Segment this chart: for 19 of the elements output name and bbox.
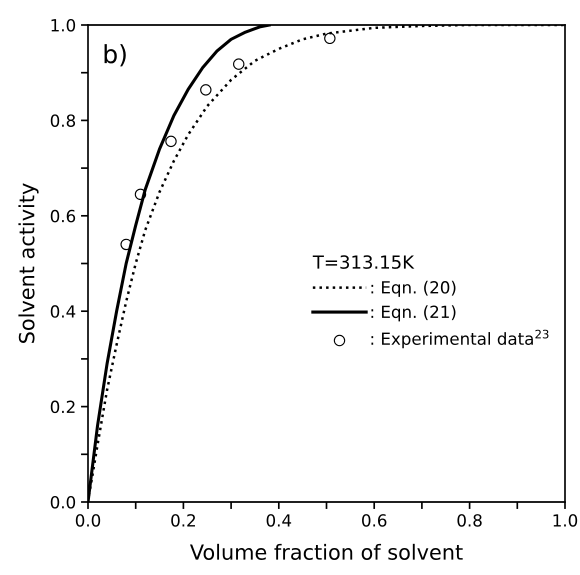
legend-title: T=313.15K (312, 255, 414, 269)
legend-label: : Eqn. (21) (371, 305, 456, 322)
y-tick-label: 0.6 (50, 210, 76, 222)
legend-label: : Eqn. (20) (371, 280, 456, 297)
x-tick-label: 0.2 (171, 514, 195, 527)
x-tick-label: 0.4 (266, 514, 292, 527)
y-tick-label: 1.0 (52, 18, 76, 32)
x-tick-label: 0.0 (76, 514, 100, 527)
x-tick-label: 0.6 (362, 514, 386, 527)
legend-label: : Experimental data$^{23}$ (371, 330, 548, 348)
y-tick-label: 0.0 (50, 496, 76, 509)
x-tick-label: 1.0 (554, 514, 578, 527)
y-tick-label: 0.2 (50, 400, 75, 414)
x-axis-title: Volume fraction of solvent (190, 544, 463, 560)
annotation: b) (104, 44, 126, 66)
y-tick-label: 0.8 (50, 114, 76, 127)
y-axis-title: Solvent activity (18, 183, 39, 343)
x-tick-label: 0.8 (457, 514, 482, 527)
y-tick-label: 0.4 (50, 305, 76, 318)
